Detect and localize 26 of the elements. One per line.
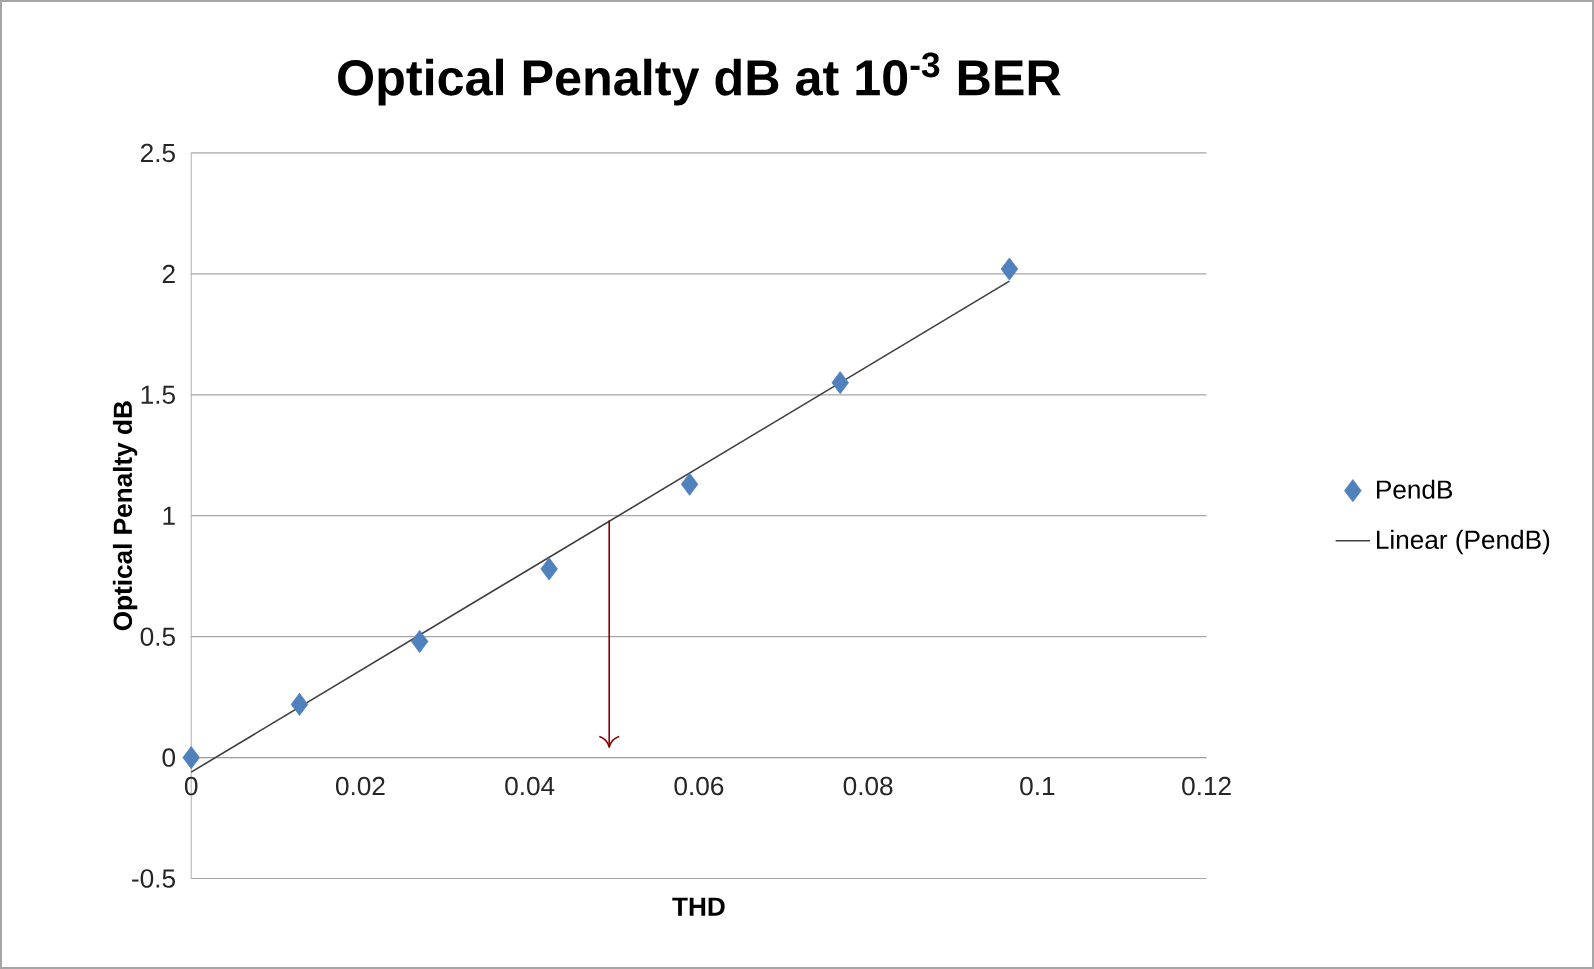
point bbox=[1000, 257, 1019, 281]
point bbox=[290, 692, 309, 716]
x-tick-label: 0.02 bbox=[335, 776, 385, 796]
x-tick-label: 0 bbox=[184, 776, 198, 796]
point bbox=[410, 629, 429, 653]
legend-label: PendB bbox=[1377, 479, 1453, 499]
y-tick-label: 1 bbox=[163, 506, 175, 525]
x-tick-label: 0.08 bbox=[843, 776, 893, 796]
point bbox=[182, 746, 200, 770]
point bbox=[831, 371, 849, 395]
y-tick-label: -0.5 bbox=[132, 869, 175, 888]
x-axis-title: THD bbox=[672, 897, 725, 916]
x-tick-label: 0.12 bbox=[1182, 776, 1231, 796]
x-tick-label: 0.06 bbox=[674, 776, 724, 796]
y-tick-label: 0.5 bbox=[140, 627, 175, 646]
y-tick-label: 2.5 bbox=[141, 143, 175, 163]
point bbox=[680, 472, 699, 496]
y-tick-label: 0 bbox=[162, 748, 176, 767]
point bbox=[540, 557, 558, 581]
y-tick-label: 1.5 bbox=[141, 385, 175, 404]
x-tick-label: 0.1 bbox=[1020, 776, 1055, 796]
legend-label: Linear (PendB) bbox=[1377, 529, 1550, 555]
x-tick-label: 0.04 bbox=[505, 776, 555, 796]
chart-title: Optical Penalty dB at 10$^{-3}$ BER bbox=[338, 52, 1061, 106]
y-axis-title: Optical Penalty dB bbox=[112, 401, 138, 631]
y-tick-label: 2 bbox=[162, 264, 175, 283]
